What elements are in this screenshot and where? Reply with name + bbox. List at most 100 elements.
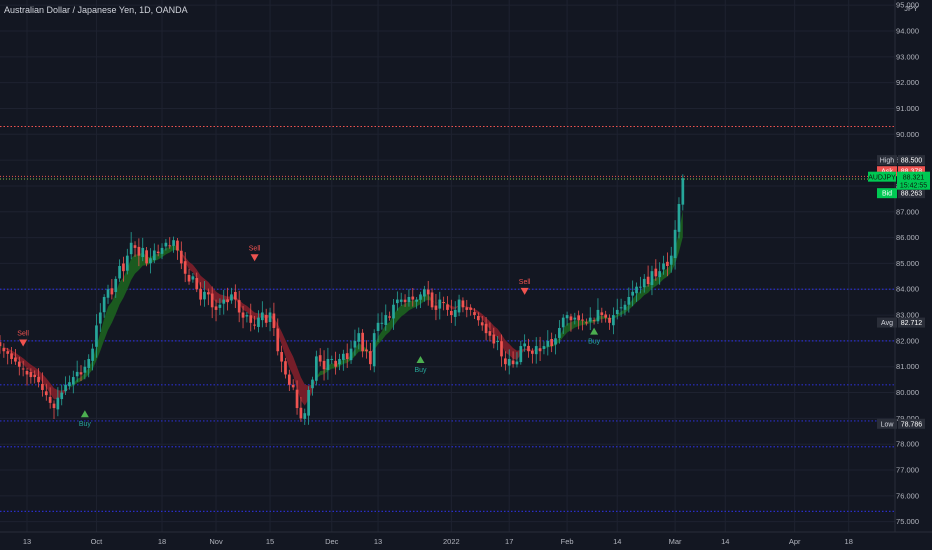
time-tick-label: Feb [561, 537, 574, 546]
candle-body [592, 320, 596, 322]
price-label-name-bg [877, 166, 897, 177]
candle-body [172, 240, 175, 246]
candle-body [71, 377, 75, 385]
candle-body [149, 258, 152, 264]
time-tick-label: 2022 [443, 537, 460, 546]
price-tick-label: 82.000 [896, 336, 919, 345]
candle-body [29, 372, 33, 378]
candle-body [187, 274, 191, 282]
candle-body [654, 268, 658, 277]
candle-body [646, 276, 650, 285]
candle-body [469, 307, 472, 310]
candle-body [44, 391, 48, 396]
price-tick-label: 75.000 [896, 517, 919, 526]
candle-body [179, 250, 183, 264]
candle-body [133, 245, 137, 248]
time-tick-label: 13 [23, 537, 31, 546]
candle-body [98, 312, 102, 324]
price-label-name-bg [877, 155, 897, 166]
candle-body [473, 312, 476, 316]
candle-body [48, 396, 52, 403]
candle-body [658, 271, 662, 278]
candle-body [365, 349, 368, 352]
candle-body [639, 286, 642, 288]
candle-body [114, 278, 118, 293]
sell-signal-icon [250, 254, 259, 262]
price-tick-label: 93.000 [896, 52, 919, 61]
buy-signal-label: Buy [79, 421, 92, 428]
price-label-value-bg [898, 188, 925, 199]
candle-body [500, 341, 503, 357]
candle-body [681, 178, 685, 205]
price-tick-label: 79.000 [896, 414, 919, 423]
time-tick-label: 18 [845, 537, 853, 546]
candle-body [357, 333, 361, 342]
time-tick-label: Apr [789, 537, 801, 546]
candle-body [438, 299, 442, 309]
bearish-ribbon-segment [181, 252, 317, 406]
currency-label: JPY [904, 4, 918, 13]
price-label-value: 82.712 [901, 320, 923, 327]
buy-signal-icon [416, 355, 425, 363]
price-label-name-bg [877, 418, 897, 429]
trend-ribbon [0, 210, 683, 406]
candle-body [37, 376, 40, 383]
candle-body [642, 278, 646, 288]
current-time: 15:42:55 [900, 183, 927, 190]
candle-body [230, 294, 233, 301]
candle-body [465, 307, 469, 310]
candle-body [203, 291, 206, 300]
candle-body [554, 338, 557, 345]
price-tick-label: 85.000 [896, 259, 919, 268]
price-tick-label: 90.000 [896, 130, 919, 139]
candle-body [41, 383, 44, 390]
candle-body [338, 358, 341, 365]
candle-body [615, 309, 619, 315]
candle-body [295, 389, 299, 409]
time-axis[interactable]: 13 Oct 18 Nov 15 Dec 13 2022 17 Feb 14 Mar 14 Apr 18 [23, 537, 853, 546]
candle-body [102, 296, 106, 313]
time-tick-label: 17 [505, 537, 513, 546]
candle-body [442, 302, 445, 304]
candle-body [550, 338, 554, 347]
symbol-badge: AUDJPY [868, 175, 896, 182]
time-tick-label: 14 [721, 537, 729, 546]
candle-body [434, 305, 438, 310]
price-tick-label: 95.000 [896, 1, 919, 10]
candle-body [542, 346, 546, 349]
candle-body [558, 327, 561, 338]
candle-body [403, 299, 407, 303]
price-tick-label: 84.000 [896, 285, 919, 294]
candle-body [318, 355, 322, 362]
time-tick-label: Mar [669, 537, 682, 546]
buy-signal-label: Buy [588, 339, 601, 346]
candle-body [604, 314, 608, 318]
sell-signal-icon [19, 339, 28, 347]
candle-body [534, 346, 538, 355]
price-tick-label: 87.000 [896, 207, 919, 216]
candle-body [392, 304, 395, 319]
candle-body [662, 263, 665, 270]
price-axis[interactable]: 75.000 76.000 77.000 78.000 79.000 80.000 81.0… [896, 1, 919, 527]
candle-body [330, 358, 334, 360]
candle-body [299, 407, 303, 419]
candle-body [430, 292, 434, 308]
candle-body [673, 229, 677, 259]
time-tick-label: Dec [325, 537, 339, 546]
candle-body [627, 296, 631, 305]
candle-body [14, 357, 17, 362]
candle-body [168, 245, 172, 247]
candle-body [10, 353, 13, 359]
price-label-name: High [880, 158, 895, 165]
candle-body [380, 322, 384, 324]
candle-body [361, 332, 364, 352]
time-tick-label: 13 [374, 537, 382, 546]
price-label-name: Low [881, 421, 895, 428]
candle-body [446, 304, 449, 310]
buy-signal-icon [80, 410, 89, 418]
bearish-ribbon-segment [435, 302, 440, 304]
candle-body [322, 360, 326, 370]
candle-body [581, 319, 584, 321]
price-label-value-bg [898, 155, 925, 166]
